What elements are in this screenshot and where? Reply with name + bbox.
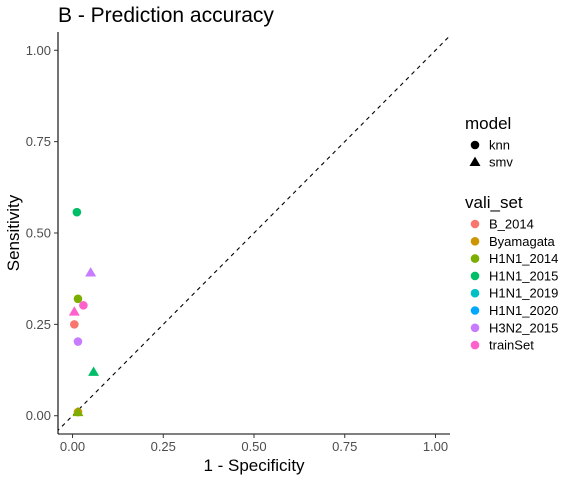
legend-label-h1n1_2019: H1N1_2019 [489, 286, 558, 301]
legend-key-h1n1_2020 [470, 306, 480, 315]
shape-legend-items: knn smv [469, 138, 513, 170]
x-tick-label: 0.25 [151, 439, 176, 454]
legend-label-b_2014: B_2014 [489, 217, 534, 232]
x-tick-label: 0.00 [60, 439, 85, 454]
data-point-h1n1_2014-smv [72, 406, 84, 417]
legend-label-h3n2_2015: H3N2_2015 [489, 320, 558, 335]
y-tick-label: 0.75 [26, 134, 51, 149]
data-point-h1n1_2015-knn [72, 207, 82, 217]
y-tick-label: 0.00 [26, 408, 51, 423]
x-tick-label: 0.50 [241, 439, 266, 454]
x-axis-title: 1 - Specificity [203, 456, 305, 475]
x-tick-label: 1.00 [423, 439, 448, 454]
shape-legend-title: model [465, 114, 511, 133]
legend-label-h1n1_2015: H1N1_2015 [489, 268, 558, 283]
data-point-h1n1_2014-knn [73, 294, 83, 304]
legend-label-smv: smv [489, 155, 513, 170]
data-point-trainset-smv [68, 306, 80, 316]
data-point-h3n2_2015-knn [73, 337, 83, 346]
legend-label-knn: knn [489, 138, 510, 153]
legend-key-h1n1_2015 [470, 271, 480, 281]
data-point-b_2014-knn [70, 320, 79, 329]
legend-key-h1n1_2019 [470, 288, 480, 298]
legend-key-smv [469, 156, 481, 167]
y-tick-label: 0.50 [26, 226, 51, 241]
legend-key-h3n2_2015 [470, 323, 480, 333]
plot-area [58, 34, 450, 432]
y-tick-label: 0.25 [26, 317, 51, 332]
legend-label-byamagata: Byamagata [489, 234, 556, 249]
legend-key-h1n1_2014 [470, 254, 480, 263]
x-ticks: 0.00 0.25 0.50 0.75 1.00 [60, 434, 448, 454]
legend-label-h1n1_2014: H1N1_2014 [489, 251, 558, 266]
reference-diagonal-line [58, 34, 450, 432]
legend-label-h1n1_2020: H1N1_2020 [489, 303, 558, 318]
data-point-trainset-knn [79, 301, 88, 310]
color-legend-items: B_2014 Byamagata H1N1_2014 H1N1_2015 H1N1_20… [470, 217, 558, 353]
x-tick-label: 0.75 [332, 439, 357, 454]
legend-key-knn [470, 140, 480, 150]
color-legend-title: vali_set [465, 193, 523, 212]
y-axis-title: Sensitivity [4, 194, 23, 271]
data-point-h1n1_2015-smv [88, 366, 100, 376]
legend-label-trainset: trainSet [489, 338, 534, 353]
legend-key-byamagata [470, 237, 480, 246]
data-point-h3n2_2015-smv [85, 267, 97, 277]
legend-key-trainset [470, 340, 480, 350]
chart-title: B - Prediction accuracy [58, 4, 274, 27]
y-tick-label: 1.00 [26, 43, 51, 58]
legend-key-b_2014 [470, 219, 480, 229]
y-ticks: 0.00 0.25 0.50 0.75 1.00 [26, 43, 58, 423]
legend: model knn smv vali_set B_2014 Byamagata H1N… [465, 114, 558, 353]
